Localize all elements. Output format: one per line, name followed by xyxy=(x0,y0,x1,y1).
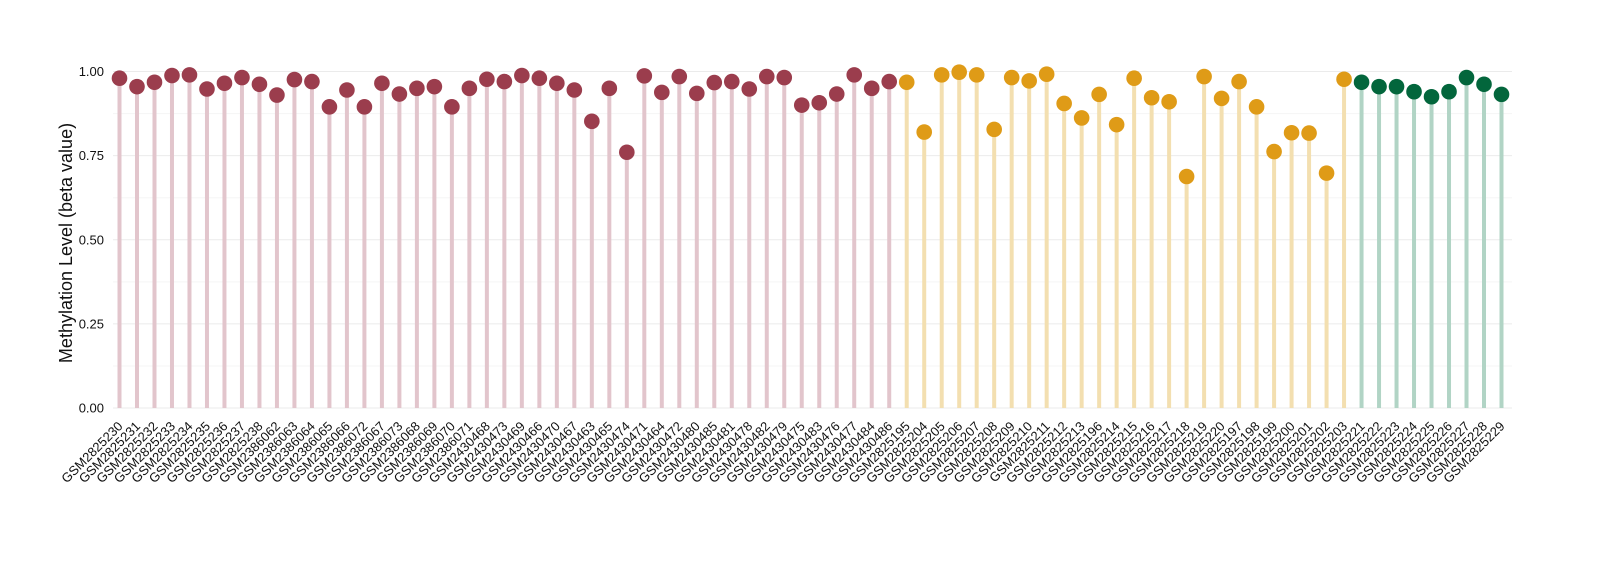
lollipop-dot xyxy=(671,68,688,85)
lollipop-dot xyxy=(1213,90,1230,107)
lollipop-dot xyxy=(1178,168,1195,185)
lollipop-dot xyxy=(1423,88,1440,105)
lollipop-dot xyxy=(321,99,338,115)
lollipop-dot xyxy=(461,80,478,97)
lollipop-dot xyxy=(339,82,355,98)
lollipop-dot xyxy=(234,69,250,86)
lollipop-dot xyxy=(1091,86,1107,103)
grid-lines xyxy=(113,71,1512,409)
lollipop-dot xyxy=(776,69,793,86)
lollipop-dot xyxy=(1108,116,1125,133)
lollipop-dot xyxy=(1196,68,1212,85)
lollipop-dot xyxy=(793,97,810,113)
lollipop-dot xyxy=(181,67,198,83)
lollipop-dot xyxy=(1248,99,1265,115)
lollipop-dot xyxy=(566,82,583,98)
lollipop-dot xyxy=(1143,89,1160,106)
lollipop-dot xyxy=(479,71,495,88)
y-tick-label: 1.00 xyxy=(79,64,104,79)
x-axis-labels: GSM2825230GSM2825231GSM2825232GSM2825233… xyxy=(58,419,1507,486)
lollipop-dot xyxy=(986,121,1002,138)
lollipop-dot xyxy=(1371,78,1387,95)
lollipop-dot xyxy=(199,81,215,97)
lollipop-dot xyxy=(881,73,898,90)
lollipop-dot xyxy=(164,67,180,84)
lollipop-dot xyxy=(1388,78,1405,95)
lollipop-dot xyxy=(898,74,915,91)
lollipop-dot xyxy=(828,86,845,102)
lollipop-dot xyxy=(654,84,670,101)
lollipop-dot xyxy=(1073,110,1090,126)
lollipop-dot xyxy=(706,74,723,91)
lollipop-dot xyxy=(496,73,513,90)
lollipop-dot xyxy=(601,80,618,97)
lollipop-dot xyxy=(1231,73,1247,90)
lollipop-dot xyxy=(636,68,653,84)
lollipop-dot xyxy=(619,144,635,161)
lollipop-dot xyxy=(1038,66,1055,82)
lollipop-dot xyxy=(1318,165,1335,181)
lollipop-dot xyxy=(741,81,758,97)
lollipop-dot xyxy=(1458,69,1475,86)
lollipop-dot xyxy=(968,67,985,83)
lollipop-dot xyxy=(1301,125,1317,141)
lollipop-dots xyxy=(111,64,1510,185)
lollipop-dot xyxy=(531,70,548,87)
lollipop-dot xyxy=(1126,70,1142,87)
lollipop-dot xyxy=(304,73,320,90)
lollipop-dot xyxy=(1161,93,1177,110)
lollipop-dot xyxy=(1021,73,1037,89)
lollipop-dot xyxy=(584,113,600,130)
lollipop-dot xyxy=(1266,143,1282,160)
lollipop-dot xyxy=(688,85,705,102)
lollipop-dot xyxy=(356,99,373,115)
lollipop-dot xyxy=(811,94,828,111)
lollipop-dot xyxy=(251,76,268,93)
lollipop-dot xyxy=(374,75,390,92)
lollipop-dot xyxy=(129,78,145,95)
lollipop-dot xyxy=(1476,76,1492,93)
lollipop-dot xyxy=(514,67,530,84)
lollipop-dot xyxy=(391,86,408,102)
y-tick-label: 0.25 xyxy=(79,316,104,331)
y-tick-label: 0.75 xyxy=(79,148,104,163)
lollipop-dot xyxy=(409,80,425,97)
y-axis-title: Methylation Level (beta value) xyxy=(56,123,76,363)
lollipop-dot xyxy=(216,75,233,92)
lollipop-dot xyxy=(1493,86,1510,103)
lollipop-dot xyxy=(723,73,740,90)
lollipop-dot xyxy=(146,74,163,91)
lollipop-stems xyxy=(117,72,1504,408)
lollipop-dot xyxy=(846,67,863,83)
lollipop-dot xyxy=(426,78,443,95)
lollipop-dot xyxy=(269,87,285,103)
lollipop-dot xyxy=(444,99,460,115)
y-axis: 0.00 0.25 0.50 0.75 1.00 xyxy=(79,64,104,416)
lollipop-dot xyxy=(1353,74,1370,91)
lollipop-dot xyxy=(1283,124,1300,141)
lollipop-dot xyxy=(549,75,565,92)
y-tick-label: 0.00 xyxy=(79,401,104,416)
lollipop-dot xyxy=(1003,69,1020,86)
lollipop-dot xyxy=(1441,83,1457,100)
lollipop-dot xyxy=(951,64,967,80)
lollipop-dot xyxy=(1406,83,1422,100)
y-tick-label: 0.50 xyxy=(79,232,104,247)
lollipop-dot xyxy=(933,67,950,83)
lollipop-dot xyxy=(916,124,933,140)
lollipop-dot xyxy=(1056,95,1072,112)
lollipop-dot xyxy=(1336,71,1352,88)
lollipop-dot xyxy=(111,70,128,87)
lollipop-dot xyxy=(863,80,880,97)
lollipop-dot xyxy=(286,71,303,88)
lollipop-dot xyxy=(758,68,775,85)
